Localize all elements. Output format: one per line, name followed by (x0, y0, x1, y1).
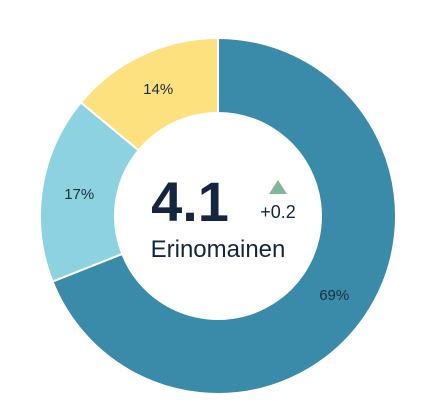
slice-labels-layer: 69% 17% 14% (64, 81, 349, 304)
score-value: 4.1 (151, 170, 229, 233)
slices-layer (39, 36, 397, 395)
center-summary: 4.1 +0.2 Erinomainen (151, 170, 296, 263)
donut-slice-3 (79, 36, 219, 152)
slice-label-2: 17% (64, 186, 94, 203)
score-caption: Erinomainen (151, 236, 286, 263)
slice-label-1: 69% (319, 287, 349, 304)
up-triangle-icon (269, 180, 287, 194)
slice-label-3: 14% (143, 81, 173, 98)
donut-slice-1 (51, 36, 397, 395)
score-delta: +0.2 (260, 202, 296, 222)
